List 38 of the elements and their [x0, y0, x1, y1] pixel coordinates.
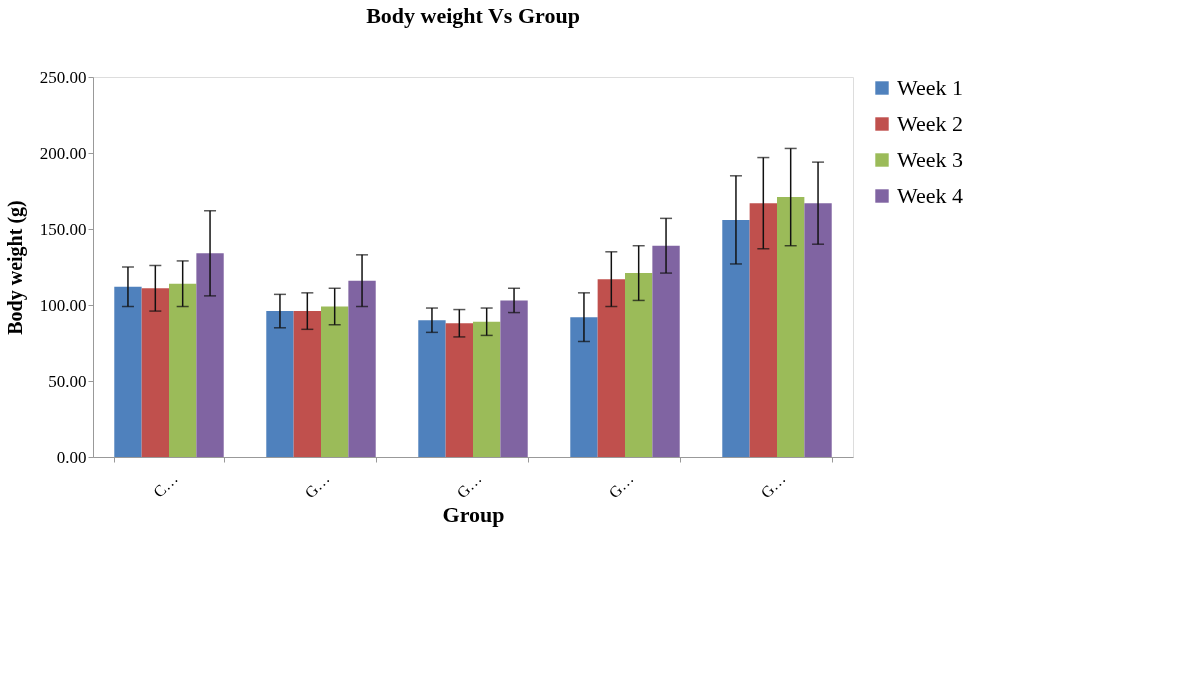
bar [114, 286, 142, 457]
y-tick-label: 200.00 [39, 143, 87, 163]
bar [500, 300, 528, 457]
bar [597, 279, 625, 457]
y-axis-title: Body weight (g) [3, 200, 27, 335]
bar [445, 323, 473, 457]
legend-label: Week 2 [897, 111, 964, 136]
bar [321, 306, 349, 457]
bar [293, 311, 321, 457]
bar [749, 203, 777, 457]
bar [348, 280, 376, 457]
y-tick-label: 0.00 [56, 447, 87, 467]
x-tick-label: G… [301, 469, 333, 502]
bar [196, 253, 224, 457]
bar [722, 219, 750, 457]
y-tick-label: 150.00 [39, 219, 87, 239]
legend-label: Week 1 [897, 75, 964, 100]
bar [652, 245, 680, 457]
legend-label: Week 3 [897, 147, 964, 172]
bar [141, 288, 169, 457]
legend-label: Week 4 [897, 183, 964, 208]
x-tick-label: C… [149, 469, 181, 501]
x-tick-label: G… [605, 469, 637, 502]
bar [266, 311, 294, 457]
x-tick-label: G… [453, 469, 485, 502]
y-tick-label: 250.00 [39, 67, 87, 87]
chart-title: Body weight Vs Group [366, 3, 580, 28]
bar [169, 283, 197, 457]
bar [570, 317, 598, 457]
x-axis-title: Group [442, 502, 505, 528]
bar [473, 321, 501, 457]
y-tick-label: 100.00 [39, 295, 87, 315]
y-tick-label: 50.00 [48, 371, 87, 391]
bar [777, 197, 805, 457]
x-tick-label: G… [757, 469, 789, 502]
bar [418, 320, 446, 457]
bar [625, 273, 653, 457]
bar [804, 203, 832, 457]
